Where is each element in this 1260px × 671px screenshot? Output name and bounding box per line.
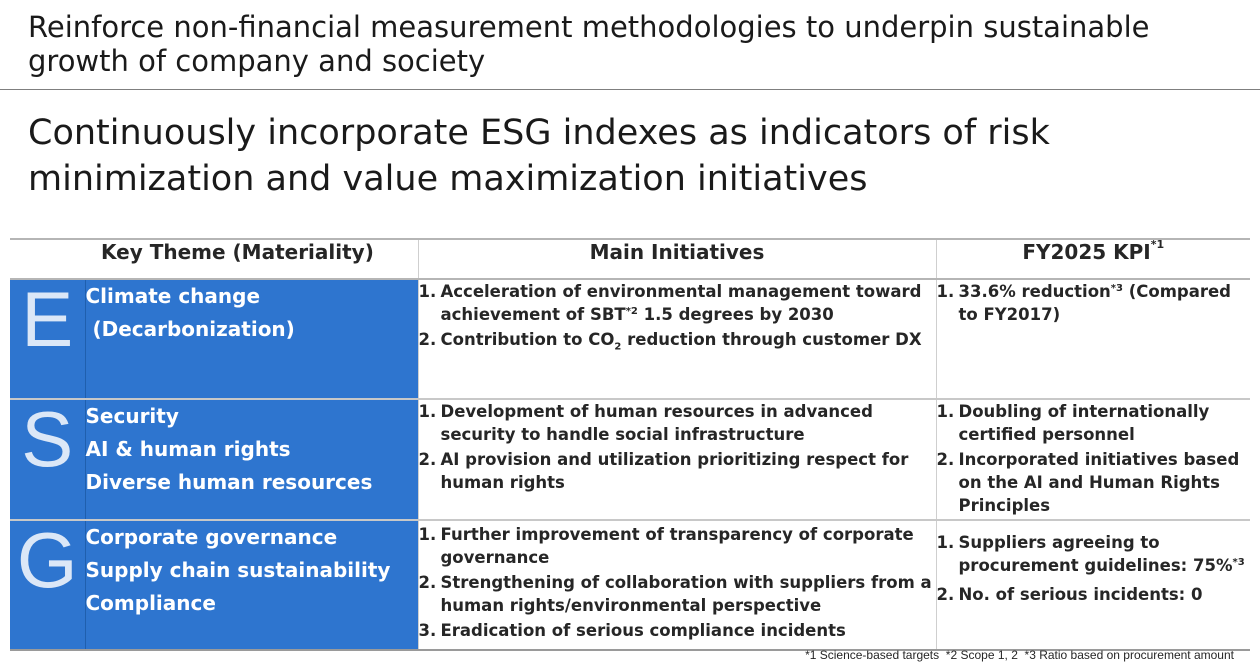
item-number: 2. — [418, 450, 437, 469]
item-text: Acceleration of environmental management… — [440, 282, 922, 324]
item-text: Suppliers agreeing to procurement guidel… — [958, 533, 1233, 575]
theme-cell-s: Security AI & human rights Diverse human… — [84, 399, 418, 521]
initiative-item: 1. Further improvement of transparency o… — [419, 523, 936, 569]
item-text: Contribution to CO — [440, 330, 615, 349]
item-text: Further improvement of transparency of c… — [440, 525, 914, 567]
kpi-item: 1. Suppliers agreeing to procurement gui… — [937, 531, 1251, 577]
footnote: *1 Science-based targets *2 Scope 1, 2 *… — [805, 648, 1234, 662]
item-number: 2. — [418, 573, 437, 592]
item-text: No. of serious incidents: 0 — [958, 585, 1203, 604]
theme-item: AI & human rights — [85, 437, 291, 461]
initiatives-cell-e: 1. Acceleration of environmental managem… — [417, 279, 936, 400]
item-text: Eradication of serious compliance incide… — [440, 621, 846, 640]
theme-item: Corporate governance — [85, 525, 338, 549]
item-text: Incorporated initiatives based on the AI… — [958, 450, 1240, 515]
letter-s: S — [10, 399, 85, 521]
header-kpi-label: FY2025 KPI — [1022, 240, 1151, 264]
initiative-item: 2. AI provision and utilization prioriti… — [419, 448, 936, 494]
kpi-item: 2. Incorporated initiatives based on the… — [937, 448, 1251, 517]
esg-table: Key Theme (Materiality) Main Initiatives… — [10, 238, 1250, 651]
theme-item: Supply chain sustainability — [85, 558, 391, 582]
footnote-ref: *2 — [625, 306, 638, 317]
header-key-theme: Key Theme (Materiality) — [85, 238, 418, 280]
initiatives-cell-g: 1. Further improvement of transparency o… — [417, 520, 936, 651]
theme-cell-e: Climate change (Decarbonization) — [84, 279, 418, 400]
kpi-item: 2. No. of serious incidents: 0 — [937, 583, 1251, 606]
initiative-item: 3. Eradication of serious compliance inc… — [419, 619, 936, 642]
table-row-s: S Security AI & human rights Diverse hum… — [10, 399, 1251, 521]
theme-cell-g: Corporate governance Supply chain sustai… — [84, 520, 418, 651]
initiatives-cell-s: 1. Development of human resources in adv… — [417, 399, 936, 521]
theme-item: Compliance — [85, 591, 216, 615]
headline: Reinforce non-financial measurement meth… — [28, 10, 1150, 78]
footnote-ref: *3 — [1232, 557, 1245, 568]
subheadline: Continuously incorporate ESG indexes as … — [28, 113, 1050, 199]
item-number: 2. — [936, 585, 955, 604]
item-text: 1.5 degrees by 2030 — [637, 305, 834, 324]
item-text: 33.6% reduction — [958, 282, 1111, 301]
table-header-row: Key Theme (Materiality) Main Initiatives… — [10, 238, 1250, 280]
kpi-item: 1. 33.6% reduction*3 (Compared to FY2017… — [937, 280, 1251, 326]
theme-item: (Decarbonization) — [85, 317, 295, 341]
item-text: Development of human resources in advanc… — [440, 402, 873, 444]
item-number: 2. — [936, 450, 955, 469]
table-row-e: E Climate change (Decarbonization) 1. Ac… — [10, 279, 1251, 400]
item-number: 3. — [418, 621, 437, 640]
theme-item: Diverse human resources — [85, 470, 373, 494]
initiative-item: 1. Development of human resources in adv… — [419, 400, 936, 446]
theme-item: Security — [85, 404, 179, 428]
header-kpi-note: *1 — [1150, 238, 1165, 251]
item-number: 1. — [418, 282, 437, 301]
item-text: reduction through customer DX — [621, 330, 922, 349]
footnote-ref: *3 — [1110, 283, 1123, 294]
letter-g: G — [10, 520, 85, 651]
letter-e: E — [10, 279, 85, 400]
item-text: (Compared to FY2017) — [958, 282, 1231, 324]
header-main-initiatives: Main Initiatives — [417, 238, 936, 280]
header-kpi: FY2025 KPI*1 — [935, 238, 1250, 280]
item-number: 1. — [936, 282, 955, 301]
kpi-cell-e: 1. 33.6% reduction*3 (Compared to FY2017… — [935, 279, 1251, 400]
item-number: 1. — [418, 525, 437, 544]
divider — [0, 89, 1260, 90]
kpi-cell-s: 1. Doubling of internationally certified… — [935, 399, 1251, 521]
table-row-g: G Corporate governance Supply chain sust… — [10, 520, 1251, 651]
subscript: 2 — [614, 341, 622, 353]
theme-item: Climate change — [85, 284, 261, 308]
header-letter-cell — [10, 238, 85, 280]
item-number: 2. — [418, 330, 437, 349]
item-number: 1. — [936, 533, 955, 552]
item-text: Doubling of internationally certified pe… — [958, 402, 1210, 444]
initiative-item: 2. Strengthening of collaboration with s… — [419, 571, 936, 617]
kpi-cell-g: 1. Suppliers agreeing to procurement gui… — [935, 520, 1251, 651]
initiative-item: 1. Acceleration of environmental managem… — [419, 280, 936, 326]
item-number: 1. — [418, 402, 437, 421]
kpi-item: 1. Doubling of internationally certified… — [937, 400, 1251, 446]
item-text: Strengthening of collaboration with supp… — [440, 573, 932, 615]
item-text: AI provision and utilization prioritizin… — [440, 450, 909, 492]
item-number: 1. — [936, 402, 955, 421]
initiative-item: 2. Contribution to CO2 reduction through… — [419, 328, 936, 358]
